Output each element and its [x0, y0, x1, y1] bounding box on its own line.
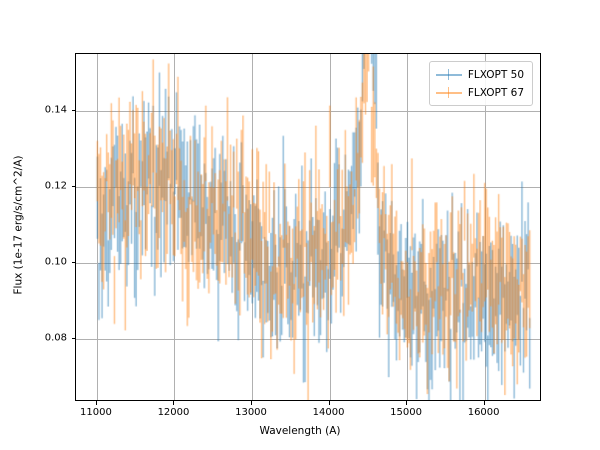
x-tick-mark [406, 401, 408, 405]
errorbar-marker-icon [435, 86, 462, 99]
plot-area: FLXOPT 50 FLXOPT 67 [75, 53, 541, 401]
x-tick-label: 11000 [80, 407, 112, 418]
y-tick-label: 0.10 [44, 256, 67, 268]
x-axis-label: Wavelength (A) [259, 425, 341, 437]
errorbar-marker-icon [435, 68, 462, 81]
legend-entry-flxopt-50[interactable]: FLXOPT 50 [435, 67, 524, 82]
y-tick-label: 0.08 [44, 332, 67, 344]
y-tick-mark [71, 186, 75, 188]
x-tick-label: 15000 [390, 407, 422, 418]
x-tick-label: 16000 [467, 407, 500, 418]
x-tick-mark [251, 401, 252, 405]
x-tick-label: 14000 [312, 407, 345, 418]
y-axis-label-container: Flux (1e-17 erg/s/cm^2/A) [10, 0, 26, 450]
y-tick-mark [71, 110, 75, 112]
x-tick-mark [328, 401, 330, 405]
y-tick-label: 0.14 [44, 104, 67, 116]
x-tick-label: 12000 [157, 407, 190, 418]
y-tick-mark [71, 338, 75, 340]
legend-entry-flxopt-67[interactable]: FLXOPT 67 [435, 85, 524, 100]
x-tick-mark [95, 401, 97, 405]
x-tick-mark [483, 401, 485, 405]
spectrum-data-canvas [76, 54, 540, 400]
x-tick-mark [173, 401, 175, 405]
y-tick-mark [71, 262, 75, 264]
x-tick-label: 13000 [235, 407, 267, 418]
legend-label: FLXOPT 67 [467, 86, 524, 99]
y-tick-label: 0.12 [44, 180, 67, 192]
legend-label: FLXOPT 50 [467, 68, 524, 81]
legend[interactable]: FLXOPT 50 FLXOPT 67 [428, 61, 533, 106]
y-axis-label: Flux (1e-17 erg/s/cm^2/A) [12, 155, 24, 295]
